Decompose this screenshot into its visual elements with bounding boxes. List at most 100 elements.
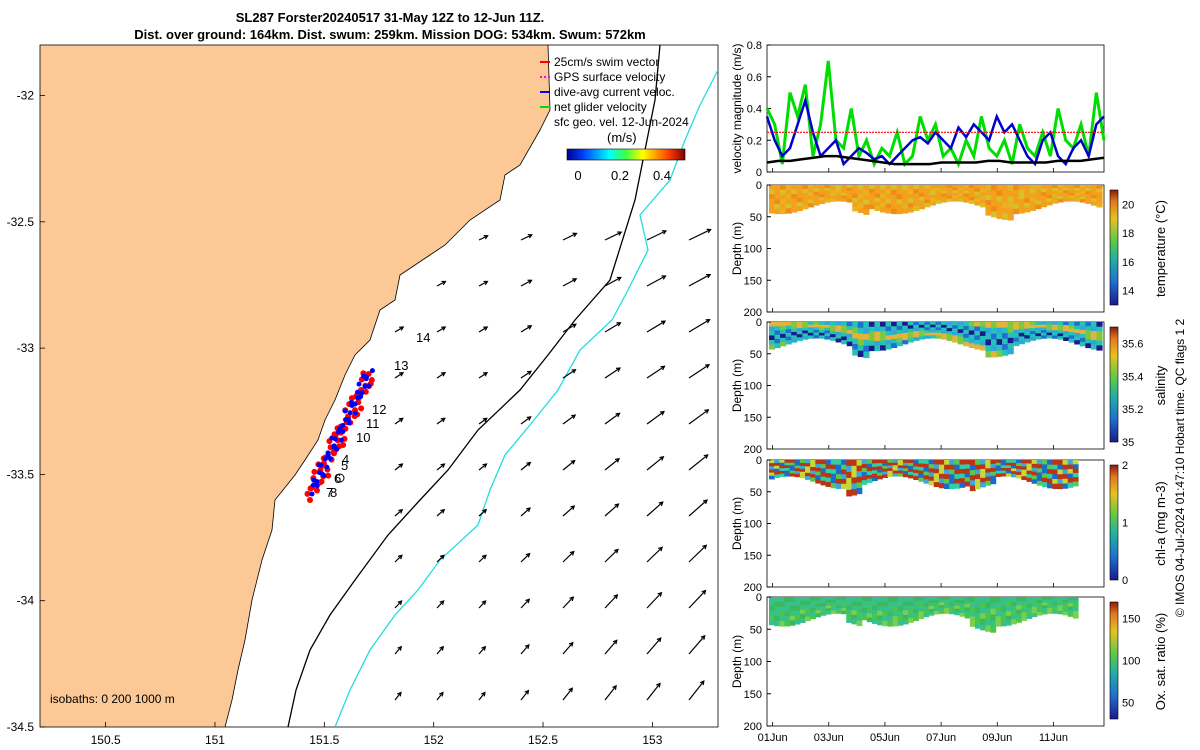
heatmap-cell [841,195,848,200]
heatmap-cell [952,322,959,326]
velocity-arrow [562,414,576,425]
heatmap-cell [985,210,992,216]
heatmap-cell [852,343,859,351]
heatmap-cell [774,194,781,200]
velocity-ytick-label: 0.4 [747,104,762,116]
heatmap-cell [820,472,827,478]
heatmap-cell [990,479,997,485]
heatmap-cell [968,322,975,327]
heatmap-cell [861,468,868,473]
lon-tick-label: 151 [205,733,225,747]
heatmap-cell [1031,606,1038,611]
heatmap-cell [810,614,816,620]
heatmap-cell [1090,191,1098,196]
heatmap-cell [1002,344,1009,351]
heatmap-cell [968,191,975,195]
velocity-arrow [688,229,711,241]
velocity-arrow-head [526,416,532,421]
heatmap-cell [1018,194,1025,200]
heatmap-cell [1067,609,1074,614]
heatmap-cell [774,208,781,215]
figure-title-line2: Dist. over ground: 164km. Dist. swum: 25… [134,27,646,42]
heatmap-cell [774,471,780,476]
velocity-arrow [478,280,488,287]
heatmap-cell [1013,322,1020,327]
heatmap-cell [779,597,786,603]
velocity-arrow [478,372,488,379]
velocity-arrow-head [439,691,444,697]
heatmap-cell [815,603,822,608]
heatmap-cell [1026,470,1033,475]
heatmap-cell [918,204,925,210]
velocity-arrow [436,692,444,701]
heatmap-cell [1057,479,1064,485]
heatmap-cell [918,474,925,479]
heatmap-cell [861,604,868,609]
heatmap-cell [877,466,883,470]
heatmap-cell [902,605,909,612]
heatmap-cell [995,470,1002,475]
heatmap-cell [1062,602,1069,607]
heatmap-cell [1067,469,1074,475]
heatmap-cell [1057,474,1064,480]
heatmap-cell [907,198,914,204]
heatmap-cell [964,597,971,602]
heatmap-cell [779,460,786,464]
heatmap-cell [807,199,814,204]
track-point-blue [340,422,346,428]
heatmap-cell [918,196,925,202]
heatmap-cell [857,185,864,191]
time-tick-label: 07Jun [926,732,956,744]
heatmap-cell [964,460,971,465]
heatmap-cell [830,337,837,341]
heatmap-cell [856,616,863,622]
heatmap-cell [902,332,909,338]
heatmap-cell [892,462,899,466]
heatmap-cell [1085,330,1092,336]
heatmap-cell [913,325,920,329]
heatmap-cell [863,327,870,335]
heatmap-cell [796,334,803,338]
heatmap-cell [1047,610,1053,614]
heatmap-cell [769,466,775,471]
heatmap-cell [807,203,814,208]
heatmap-ytick-label: 100 [744,381,762,393]
heatmap-cell [913,600,919,606]
heatmap-cell [805,476,811,480]
heatmap-cell [1063,195,1070,200]
heatmap-cell [780,199,787,205]
heatmap-cell [780,204,787,210]
heatmap-cell [1000,460,1007,464]
heatmap-cell [913,334,920,338]
heatmap-cell [1005,611,1012,617]
velocity-arrow [562,551,575,563]
velocity-arrow [562,232,577,241]
heatmap-cell [1074,322,1081,327]
heatmap-cell [1005,473,1012,477]
heatmap-cell [946,187,953,191]
heatmap-cell [938,607,945,612]
heatmap-cell [963,193,970,197]
heatmap-cell [1047,607,1053,612]
heatmap-ytick-label: 150 [744,275,762,287]
heatmap-cell [995,601,1002,608]
heatmap-cell [785,203,792,209]
heatmap-cell [882,465,889,470]
heatmap-cell [949,479,955,485]
heatmap-cell [1052,464,1058,471]
heatmap-cell [769,330,776,337]
heatmap-cell [815,610,822,615]
velocity-arrow-head [569,550,575,556]
heatmap-cell [1052,474,1058,480]
heatmap-cell [1007,327,1014,334]
heatmap-cell [799,460,806,464]
track-point-blue [363,376,369,382]
heatmap-cell [1068,338,1075,343]
heatmap-cell [1036,599,1043,604]
heatmap-cell [874,326,881,333]
heatmap-cell [866,474,873,480]
heatmap-cell [769,208,776,214]
heatmap-cell [887,468,894,472]
heatmap-cell [877,472,883,477]
heatmap-cell [784,601,791,608]
